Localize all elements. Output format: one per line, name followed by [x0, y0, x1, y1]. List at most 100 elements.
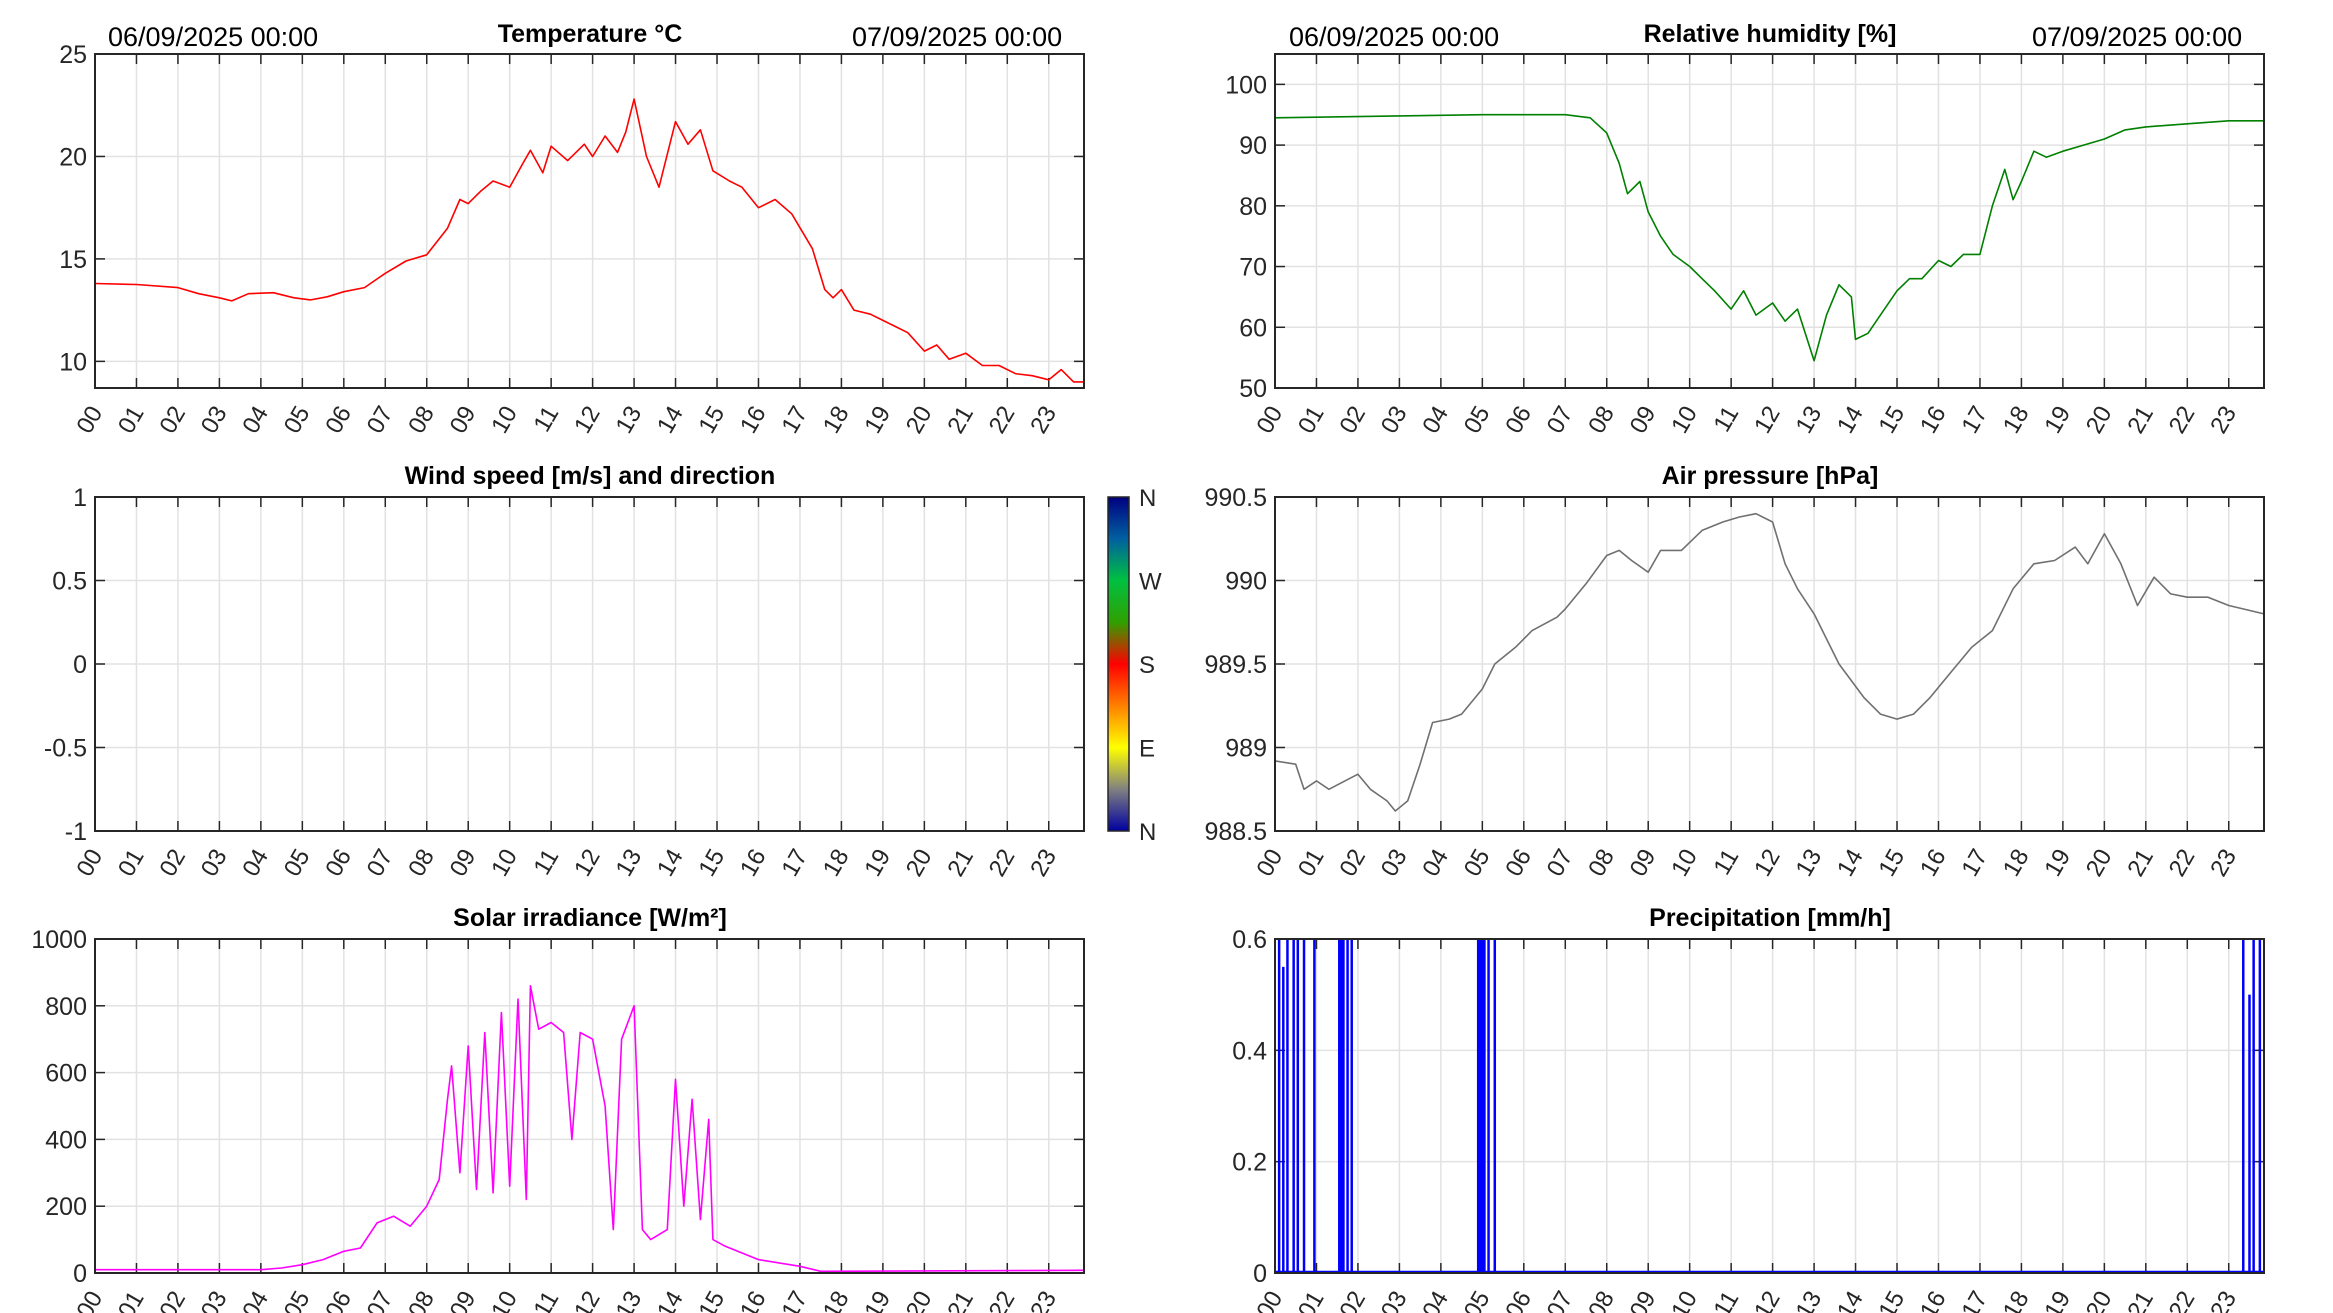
humidity-title: Relative humidity [%] — [1643, 20, 1897, 48]
x-tick-label: 02 — [1334, 1287, 1371, 1313]
x-tick-label: 18 — [1998, 1287, 2035, 1313]
solar-axes: 00 01 02 03 04 05 06 07 08 09 10 11 12 13 14 15 16 17 18 19… — [31, 926, 1085, 1313]
humidity-frame — [1274, 53, 2265, 389]
x-tick-label: 18 — [818, 1287, 855, 1313]
end-date-right: 07/09/2025 00:00 — [2032, 22, 2243, 52]
x-tick-label: 01 — [113, 402, 150, 439]
x-tick-label: 00 — [71, 1287, 108, 1313]
x-tick-label: 22 — [2164, 845, 2201, 882]
start-date-right: 06/09/2025 00:00 — [1289, 22, 1500, 52]
y-tick-label: 1000 — [31, 926, 87, 954]
x-tick-label: 08 — [1583, 845, 1620, 882]
x-tick-label: 19 — [859, 845, 896, 882]
x-tick-label: 23 — [2205, 402, 2242, 439]
y-tick-label: 80 — [1239, 193, 1267, 221]
start-date-left: 06/09/2025 00:00 — [108, 22, 319, 52]
x-tick-label: 19 — [859, 402, 896, 439]
x-tick-label: 00 — [1251, 845, 1288, 882]
y-tick-label: 25 — [59, 41, 87, 69]
x-tick-label: 17 — [776, 845, 813, 882]
x-tick-label: 15 — [1873, 402, 1910, 439]
x-tick-label: 06 — [320, 845, 357, 882]
x-tick-label: 09 — [445, 1287, 482, 1313]
x-tick-label: 10 — [1666, 845, 1703, 882]
x-tick-label: 21 — [2122, 1287, 2159, 1313]
x-tick-label: 02 — [154, 1287, 191, 1313]
x-tick-label: 00 — [1251, 1287, 1288, 1313]
temperature-frame — [94, 53, 1085, 389]
x-tick-label: 18 — [818, 845, 855, 882]
y-tick-label: 200 — [45, 1193, 87, 1221]
x-tick-label: 03 — [1376, 1287, 1413, 1313]
x-tick-label: 21 — [2122, 845, 2159, 882]
pressure-title: Air pressure [hPa] — [1661, 462, 1879, 490]
x-tick-label: 20 — [901, 1287, 938, 1313]
y-tick-label: 400 — [45, 1126, 87, 1154]
y-tick-label: 0.5 — [52, 568, 87, 596]
x-tick-label: 11 — [1708, 1287, 1744, 1313]
direction-colorbar — [1107, 496, 1130, 832]
x-tick-label: 05 — [279, 402, 316, 439]
x-tick-label: 13 — [1791, 402, 1828, 439]
solar-title: Solar irradiance [W/m²] — [453, 904, 727, 932]
x-tick-label: 22 — [2164, 402, 2201, 439]
x-tick-label: 16 — [735, 845, 772, 882]
x-tick-label: 15 — [693, 402, 730, 439]
y-tick-label: 0 — [73, 651, 87, 679]
x-tick-label: 13 — [1791, 845, 1828, 882]
x-tick-label: 17 — [1956, 1287, 1993, 1313]
x-tick-label: 04 — [237, 1287, 274, 1313]
x-tick-label: 01 — [1293, 1287, 1330, 1313]
x-tick-label: 21 — [942, 402, 979, 439]
precipitation-frame — [1274, 938, 2265, 1274]
y-tick-label: 0 — [1253, 1260, 1267, 1288]
x-tick-label: 06 — [1500, 402, 1537, 439]
y-tick-label: 800 — [45, 993, 87, 1021]
x-tick-label: 12 — [569, 402, 606, 439]
x-tick-label: 22 — [2164, 1287, 2201, 1313]
x-tick-label: 20 — [901, 402, 938, 439]
colorbar-label: N — [1139, 485, 1156, 512]
wind-axes: 00 01 02 03 04 05 06 07 08 09 10 11 12 13 14 15 16 17 18 19… — [44, 484, 1162, 881]
x-tick-label: 11 — [1708, 845, 1744, 880]
x-tick-label: 07 — [1542, 1287, 1579, 1313]
x-tick-label: 09 — [445, 845, 482, 882]
x-tick-label: 19 — [859, 1287, 896, 1313]
x-tick-label: 08 — [1583, 1287, 1620, 1313]
x-tick-label: 23 — [1025, 402, 1062, 439]
x-tick-label: 00 — [71, 402, 108, 439]
x-tick-label: 03 — [1376, 402, 1413, 439]
x-tick-label: 09 — [1625, 1287, 1662, 1313]
temperature-axes: 00 01 02 03 04 05 06 07 08 09 10 11 12 13 14 15 16 17 18 19… — [59, 41, 1085, 439]
x-tick-label: 07 — [362, 845, 399, 882]
x-tick-label: 14 — [1832, 1287, 1869, 1313]
x-tick-label: 20 — [2081, 1287, 2118, 1313]
x-tick-label: 12 — [1749, 402, 1786, 439]
x-tick-label: 04 — [1417, 845, 1454, 882]
y-tick-label: 990.5 — [1204, 484, 1267, 512]
y-tick-label: 600 — [45, 1060, 87, 1088]
x-tick-label: 05 — [279, 1287, 316, 1313]
x-tick-label: 02 — [1334, 845, 1371, 882]
x-tick-label: 03 — [196, 1287, 233, 1313]
x-tick-label: 04 — [237, 845, 274, 882]
precipitation-title: Precipitation [mm/h] — [1649, 904, 1891, 932]
x-tick-label: 05 — [1459, 1287, 1496, 1313]
x-tick-label: 23 — [2205, 1287, 2242, 1313]
x-tick-label: 15 — [693, 845, 730, 882]
y-tick-label: 0.4 — [1232, 1037, 1267, 1065]
temperature-series-line — [94, 98, 1084, 383]
x-tick-label: 08 — [403, 402, 440, 439]
y-tick-label: 988.5 — [1204, 818, 1267, 846]
x-tick-label: 17 — [1956, 845, 1993, 882]
y-tick-label: 10 — [59, 348, 87, 376]
x-tick-label: 01 — [1293, 402, 1330, 439]
x-tick-label: 21 — [942, 1287, 979, 1313]
x-tick-label: 13 — [611, 1287, 648, 1313]
x-tick-label: 12 — [569, 845, 606, 882]
x-tick-label: 05 — [279, 845, 316, 882]
x-tick-label: 11 — [528, 845, 564, 880]
y-tick-label: 50 — [1239, 375, 1267, 403]
y-tick-label: 0.2 — [1232, 1149, 1267, 1177]
end-date-left: 07/09/2025 00:00 — [852, 22, 1063, 52]
